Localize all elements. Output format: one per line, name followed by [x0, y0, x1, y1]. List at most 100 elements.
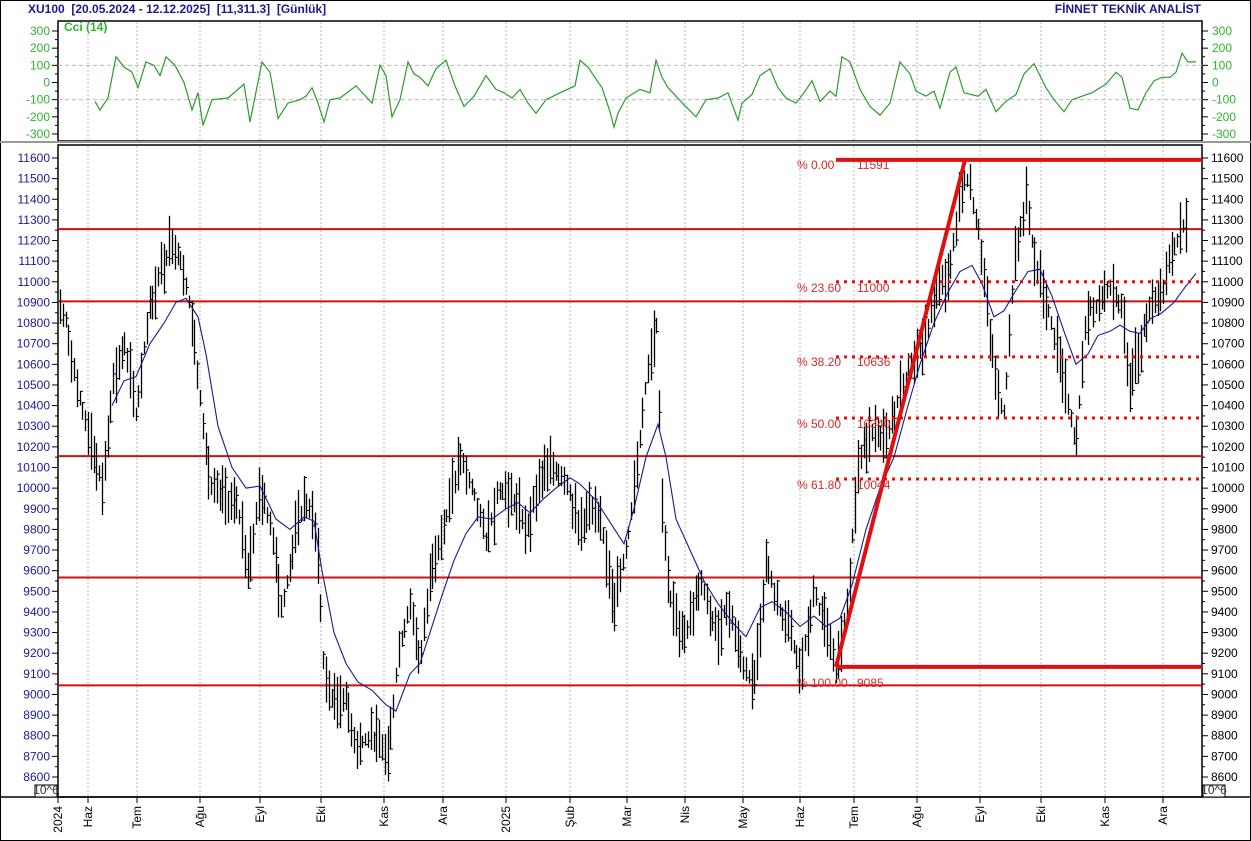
svg-text:10200: 10200 — [17, 440, 51, 454]
fib-level-value: 11000 — [857, 281, 890, 295]
fib-level-pct: % 100.00 — [797, 676, 848, 690]
svg-text:Haz: Haz — [793, 806, 807, 827]
svg-text:9400: 9400 — [1211, 605, 1238, 619]
svg-text:10700: 10700 — [1211, 337, 1245, 351]
svg-text:10100: 10100 — [17, 461, 51, 475]
svg-text:11100: 11100 — [1211, 254, 1243, 268]
cci-panel[interactable] — [57, 20, 1203, 142]
svg-text:-200: -200 — [26, 110, 50, 124]
svg-text:9200: 9200 — [1211, 646, 1238, 660]
price-axes: 11600 11600 11500 11500 11400 11400 11300 11300… — [17, 151, 1245, 788]
fib-level-pct: % 61.80 — [797, 478, 841, 492]
svg-text:9600: 9600 — [1211, 564, 1238, 578]
svg-text:10900: 10900 — [17, 295, 51, 309]
svg-text:Tem: Tem — [130, 806, 144, 829]
svg-text:11500: 11500 — [18, 172, 51, 186]
svg-text:9400: 9400 — [23, 605, 50, 619]
svg-text:10400: 10400 — [17, 399, 51, 413]
svg-text:9800: 9800 — [1211, 522, 1238, 536]
svg-text:Şub: Şub — [563, 806, 577, 828]
svg-text:Eyl: Eyl — [973, 806, 987, 823]
svg-text:10700: 10700 — [17, 337, 51, 351]
svg-text:-300: -300 — [1212, 127, 1236, 141]
svg-text:0: 0 — [43, 76, 50, 90]
svg-text:9600: 9600 — [23, 564, 50, 578]
svg-text:9800: 9800 — [23, 522, 50, 536]
svg-text:11000: 11000 — [1211, 275, 1244, 289]
svg-text:2025: 2025 — [499, 806, 513, 833]
svg-text:10100: 10100 — [1211, 461, 1245, 475]
svg-text:11400: 11400 — [1211, 192, 1244, 206]
fib-level-value: 11591 — [857, 158, 890, 172]
fib-level-value: 10044 — [857, 478, 891, 492]
fib-level-pct: % 23.60 — [797, 281, 841, 295]
svg-text:-300: -300 — [26, 127, 50, 141]
scale-badge-left: 10^6 — [33, 783, 59, 798]
svg-text:11300: 11300 — [18, 213, 51, 227]
fib-level-pct: % 50.00 — [797, 417, 841, 431]
svg-text:9300: 9300 — [23, 626, 50, 640]
svg-text:9900: 9900 — [1211, 502, 1238, 516]
fib-level-value: 10636 — [857, 355, 891, 369]
svg-text:0: 0 — [1212, 76, 1219, 90]
svg-text:-200: -200 — [1212, 110, 1236, 124]
fibonacci-retracement[interactable]: % 0.00 11591 % 23.60 11000 % 38.20 10636 % 50.… — [797, 157, 1202, 690]
fib-level-value: 9085 — [857, 676, 884, 690]
brand-label: FİNNET TEKNİK ANALİST — [1054, 2, 1201, 16]
svg-text:Ara: Ara — [436, 806, 450, 825]
svg-text:10800: 10800 — [17, 316, 51, 330]
svg-text:300: 300 — [1212, 24, 1232, 38]
svg-text:9000: 9000 — [1211, 687, 1238, 701]
svg-text:10000: 10000 — [1211, 481, 1245, 495]
svg-text:11500: 11500 — [1211, 172, 1244, 186]
svg-text:11600: 11600 — [1211, 151, 1244, 165]
svg-text:9500: 9500 — [23, 584, 50, 598]
svg-text:100: 100 — [30, 58, 50, 72]
svg-text:Tem: Tem — [847, 806, 861, 829]
svg-text:Kas: Kas — [1098, 806, 1112, 827]
price-panel[interactable] — [57, 144, 1203, 798]
svg-text:9200: 9200 — [23, 646, 50, 660]
svg-text:11600: 11600 — [18, 151, 51, 165]
svg-text:Eki: Eki — [1034, 806, 1048, 823]
svg-text:11100: 11100 — [18, 254, 50, 268]
svg-text:10300: 10300 — [1211, 419, 1245, 433]
svg-text:9900: 9900 — [23, 502, 50, 516]
svg-text:200: 200 — [30, 41, 50, 55]
svg-text:300: 300 — [30, 24, 50, 38]
svg-text:8800: 8800 — [23, 729, 50, 743]
svg-text:100: 100 — [1212, 58, 1232, 72]
svg-text:9100: 9100 — [1211, 667, 1238, 681]
svg-text:9500: 9500 — [1211, 584, 1238, 598]
svg-text:10400: 10400 — [1211, 399, 1245, 413]
svg-text:Eki: Eki — [314, 806, 328, 823]
svg-text:Mar: Mar — [620, 806, 634, 827]
svg-text:Eyl: Eyl — [253, 806, 267, 823]
fib-level-value: 10340 — [857, 417, 891, 431]
svg-text:11000: 11000 — [18, 275, 51, 289]
svg-text:Ağu: Ağu — [193, 806, 207, 827]
support-resistance-lines[interactable] — [58, 228, 1202, 687]
svg-text:8700: 8700 — [1211, 749, 1238, 763]
svg-text:10200: 10200 — [1211, 440, 1245, 454]
svg-text:10500: 10500 — [17, 378, 51, 392]
chart-title: XU100 [20.05.2024 - 12.12.2025] [11,311.… — [28, 2, 327, 16]
svg-text:10300: 10300 — [17, 419, 51, 433]
svg-text:Haz: Haz — [81, 806, 95, 827]
svg-text:8800: 8800 — [1211, 729, 1238, 743]
moving-average-line — [111, 264, 1197, 712]
svg-text:8700: 8700 — [23, 749, 50, 763]
svg-text:-100: -100 — [1212, 93, 1236, 107]
svg-text:8900: 8900 — [1211, 708, 1238, 722]
svg-text:8600: 8600 — [1211, 770, 1238, 784]
svg-text:-100: -100 — [26, 93, 50, 107]
svg-text:11400: 11400 — [18, 192, 51, 206]
svg-text:10600: 10600 — [1211, 357, 1245, 371]
fib-level-pct: % 0.00 — [797, 158, 835, 172]
x-axis: 2024 Haz Tem Ağu Eyl Eki Kas Ara 2025 Şub Mar Nis Ma… — [51, 797, 1170, 833]
svg-text:11200: 11200 — [18, 234, 51, 248]
svg-text:11300: 11300 — [1211, 213, 1244, 227]
svg-text:10^6: 10^6 — [33, 783, 59, 797]
svg-text:Ara: Ara — [1156, 806, 1170, 825]
